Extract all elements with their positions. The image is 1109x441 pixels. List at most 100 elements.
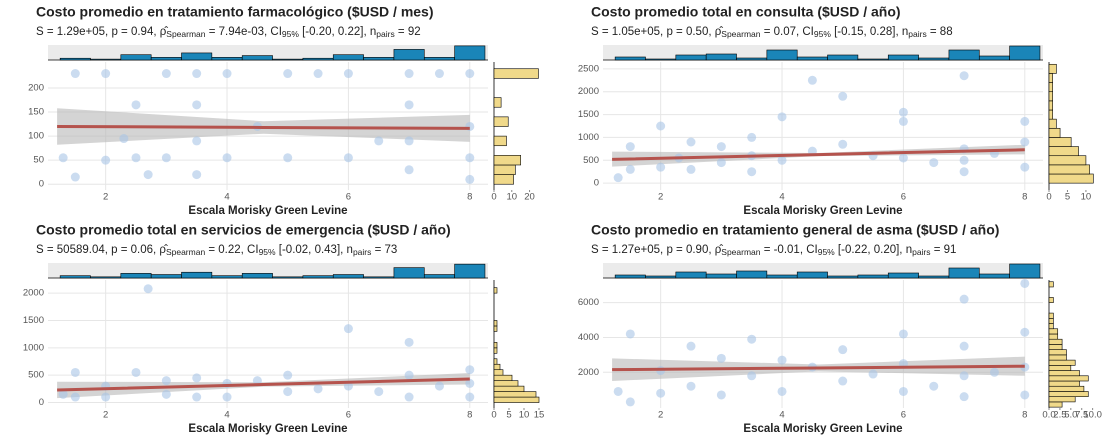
x-tick-label: 4 [779, 192, 784, 203]
x-tick-label: 2 [658, 410, 663, 421]
x-axis-label: Escala Morisky Green Levine [743, 205, 902, 217]
point [716, 390, 726, 400]
x-tick-label: 6 [901, 192, 906, 203]
point [161, 389, 171, 399]
top-hist-bar [181, 271, 213, 279]
y-tick-label: 1500 [23, 315, 44, 326]
point [101, 69, 111, 79]
top-hist-bar [614, 274, 646, 279]
point [625, 329, 635, 339]
point [192, 170, 202, 180]
top-hist-bar [241, 55, 273, 61]
top-hist-bar [645, 275, 677, 279]
top-hist-bar [1009, 263, 1041, 279]
hist-tick-label: 20 [524, 192, 535, 203]
subscript: 95% [259, 247, 276, 257]
right-hist-bar [1048, 333, 1059, 340]
right-hist-bar [1048, 297, 1054, 303]
top-hist-bar [120, 54, 152, 61]
point [313, 384, 323, 394]
point [898, 153, 908, 163]
point [70, 172, 80, 182]
top-hist-bar [272, 276, 304, 279]
top-hist-bar [948, 49, 980, 61]
point [70, 69, 80, 79]
point [70, 392, 80, 402]
right-hist-bar [1048, 127, 1061, 138]
top-hist-bar [796, 271, 828, 279]
hist-tick-label: 10.0 [1083, 410, 1102, 421]
point [465, 365, 475, 375]
subscript: Spearman [166, 247, 205, 257]
top-hist-bar [1009, 45, 1041, 61]
point [404, 69, 414, 79]
subscript: pairs [912, 247, 930, 257]
hist-tick-label: 10 [506, 192, 517, 203]
point [686, 381, 696, 391]
top-hist-bar [796, 56, 828, 61]
point [374, 136, 384, 146]
top-hist-bar [150, 57, 182, 61]
point [625, 142, 635, 152]
y-tick-label: 6000 [578, 297, 599, 308]
subtitle-text: = 92 [395, 26, 421, 38]
panel: Costo promedio en tratamiento farmacológ… [28, 4, 539, 217]
point [868, 369, 878, 379]
subtitle-text: S = 50589.04, p = 0.06, ρ̂ [36, 244, 168, 256]
subtitle-text: S = 1.27e+05, p = 0.90, ρ̂ [591, 244, 723, 256]
point [959, 155, 969, 165]
point [404, 100, 414, 110]
subscript: Spearman [166, 29, 205, 39]
right-hist-bar [493, 135, 507, 147]
right-hist-bar [493, 369, 504, 376]
y-tick-label: 50 [33, 155, 44, 166]
x-tick-label: 6 [346, 192, 351, 203]
top-hist-bar [241, 273, 273, 279]
right-hist-bar [1048, 344, 1063, 350]
right-hist-bar [1048, 146, 1079, 157]
point [404, 165, 414, 175]
point [686, 164, 696, 174]
panel: Costo promedio en tratamiento general de… [578, 222, 1102, 435]
point [898, 116, 908, 126]
top-hist-bar [181, 52, 213, 61]
point [161, 69, 171, 79]
point [58, 389, 68, 399]
subtitle-text: [-0.02, 0.43], n [276, 244, 353, 256]
subtitle-text: S = 1.29e+05, p = 0.94, ρ̂ [36, 26, 168, 38]
right-hist-bar [493, 97, 502, 108]
point [192, 100, 202, 110]
y-tick-label: 100 [28, 131, 44, 142]
point [777, 355, 787, 365]
y-tick-label: 0 [594, 178, 599, 189]
subtitle-text: = 88 [927, 26, 953, 38]
point [625, 397, 635, 407]
point [161, 153, 171, 163]
y-tick-label: 2000 [578, 367, 599, 378]
right-hist-bar [1048, 391, 1089, 397]
point [686, 137, 696, 147]
panel-title: Costo promedio en tratamiento farmacológ… [36, 4, 434, 20]
right-hist-bar [1048, 359, 1076, 366]
right-hist-bar [493, 116, 509, 127]
y-tick-label: 0 [39, 397, 44, 408]
top-hist-bar [423, 57, 455, 61]
right-hist-bar [1048, 73, 1053, 83]
subtitle-text: = 0.22, CI [205, 244, 258, 256]
top-hist-strip [48, 45, 488, 60]
right-hist-bar [493, 374, 513, 381]
point [1020, 390, 1030, 400]
x-tick-label: 8 [467, 192, 472, 203]
right-hist-bar [1048, 338, 1063, 345]
point [656, 162, 666, 172]
right-hist-bar [493, 325, 498, 332]
point [192, 136, 202, 146]
subtitle-text: = 73 [371, 244, 397, 256]
top-hist-bar [705, 53, 737, 61]
subtitle-text: [-0.22, 0.20], n [835, 244, 912, 256]
right-hist-bar [1048, 396, 1076, 403]
y-tick-label: 0 [39, 179, 44, 190]
panel-subtitle: S = 1.05e+05, p = 0.50, ρ̂Spearman = 0.0… [591, 26, 953, 39]
right-hist-bar [493, 287, 498, 294]
right-hist-bar [1048, 82, 1053, 93]
